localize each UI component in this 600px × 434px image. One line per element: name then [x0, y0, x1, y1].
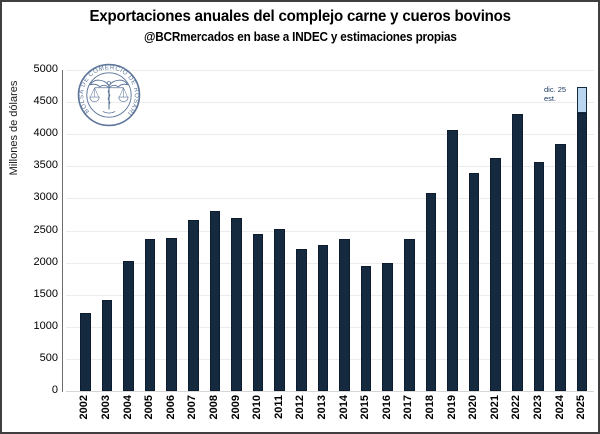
bar-2012 — [296, 249, 307, 391]
bar-2003 — [101, 300, 113, 391]
bar-2014 — [339, 238, 350, 391]
bar-2013 — [317, 244, 329, 391]
bolsa-comercio-rosario-logo-icon: BOLSA DE COMERCIO DE ROSARIO — [77, 63, 141, 127]
plot-area — [66, 70, 594, 392]
bar-2008 — [209, 211, 221, 391]
bar-2017 — [404, 238, 415, 391]
bar-2018 — [425, 192, 437, 391]
x-tick-label-2017: 2017 — [402, 395, 415, 420]
x-tick-label-2010: 2010 — [251, 395, 264, 420]
gridline-0 — [66, 391, 594, 392]
bar-2005 — [144, 238, 156, 391]
x-tick-label-2006: 2006 — [164, 395, 177, 420]
bar-2019 — [447, 129, 458, 391]
bar-2009 — [231, 218, 242, 391]
x-tick-label-2020: 2020 — [467, 395, 480, 420]
gridline-5000 — [66, 70, 594, 71]
x-tick-label-2022: 2022 — [510, 395, 523, 420]
bar-2004 — [123, 261, 134, 391]
y-axis-line — [62, 70, 63, 392]
gridline-2500 — [66, 230, 594, 232]
y-tick-label: 0 — [51, 384, 58, 396]
y-tick-label: 3500 — [33, 159, 58, 172]
y-tick-label: 2500 — [33, 223, 58, 236]
y-tick-label: 500 — [39, 351, 58, 364]
gridline-500 — [66, 358, 594, 360]
x-tick-label-2012: 2012 — [294, 395, 307, 420]
gridline-1500 — [66, 294, 594, 296]
x-tick-label-2018: 2018 — [423, 395, 436, 420]
x-tick-label-2003: 2003 — [99, 395, 112, 420]
x-tick-label-2005: 2005 — [143, 395, 156, 420]
bar-2006 — [166, 237, 177, 391]
x-tick-label-2024: 2024 — [553, 395, 566, 420]
estimate-annotation-line2: est. — [544, 93, 557, 103]
x-tick-label-2002: 2002 — [78, 395, 91, 420]
bar-2002 — [80, 312, 91, 391]
bar-2024 — [555, 144, 566, 391]
x-tick-label-2013: 2013 — [315, 395, 328, 420]
gridline-4500 — [66, 102, 594, 104]
gridline-4000 — [66, 134, 594, 136]
bar-2016 — [382, 263, 393, 391]
x-tick-label-2023: 2023 — [531, 395, 544, 420]
bar-2021 — [490, 157, 501, 391]
gridline-1000 — [66, 326, 594, 328]
gridline-3000 — [66, 198, 594, 200]
gridline-3500 — [66, 166, 594, 168]
chart-title: Exportaciones anuales del complejo carne… — [89, 8, 511, 25]
y-tick-label: 4500 — [33, 95, 58, 108]
bar-2011 — [274, 228, 285, 391]
chart-subtitle: @BCRmercados en base a INDEC y estimacio… — [143, 30, 457, 44]
bar-2022 — [512, 114, 523, 391]
bar-2010 — [252, 233, 264, 391]
y-tick-label: 5000 — [33, 63, 58, 75]
y-tick-label: 4000 — [33, 127, 58, 140]
bar-2023 — [533, 161, 545, 391]
y-tick-label: 1000 — [33, 319, 58, 332]
estimate-annotation: dic. 25 est. — [544, 85, 578, 103]
x-tick-label-2009: 2009 — [229, 395, 242, 420]
x-tick-label-2015: 2015 — [359, 395, 372, 420]
x-tick-label-2007: 2007 — [186, 395, 199, 420]
bar-2025-estimated-segment — [576, 86, 588, 113]
x-tick-label-2011: 2011 — [272, 395, 285, 419]
gridline-2000 — [66, 262, 594, 264]
bar-2015 — [360, 266, 372, 391]
x-tick-label-2008: 2008 — [207, 395, 220, 420]
estimate-annotation-line1: dic. 25 — [544, 85, 567, 94]
x-tick-label-2004: 2004 — [121, 395, 134, 420]
y-tick-label: 3000 — [33, 191, 58, 204]
y-tick-label: 2000 — [33, 255, 58, 268]
x-tick-label-2014: 2014 — [337, 395, 350, 420]
bar-2020 — [468, 172, 480, 391]
x-tick-label-2016: 2016 — [380, 395, 393, 420]
x-tick-label-2021: 2021 — [488, 395, 501, 420]
x-tick-label-2025: 2025 — [575, 395, 588, 420]
bar-2025 — [576, 113, 588, 391]
bar-2007 — [188, 219, 199, 391]
x-tick-label-2019: 2019 — [445, 395, 458, 420]
y-tick-label: 1500 — [33, 287, 58, 300]
